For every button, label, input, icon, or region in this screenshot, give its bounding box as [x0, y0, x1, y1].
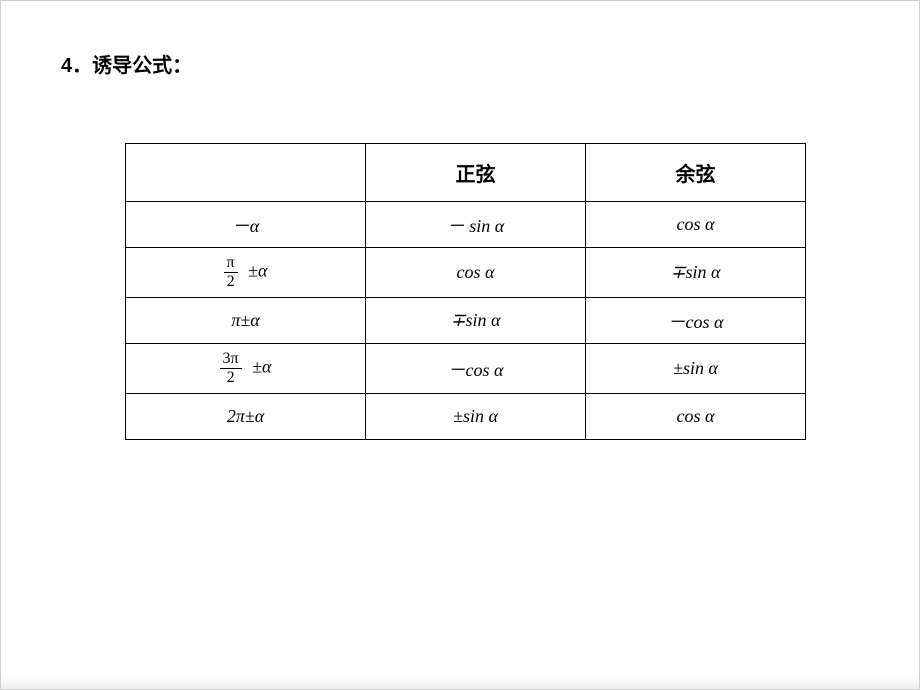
fraction: 3π2 [220, 351, 242, 386]
cell-angle: π2 ±α [126, 248, 366, 298]
cell-cosine: cos α [586, 202, 806, 248]
cosine-value: cos α [677, 214, 715, 234]
header-sine: 正弦 [366, 144, 586, 202]
fraction: π2 [224, 255, 238, 290]
cell-angle: 2π±α [126, 394, 366, 440]
cosine-value: －cos α [668, 312, 724, 332]
cell-angle: π±α [126, 298, 366, 344]
cell-cosine: cos α [586, 394, 806, 440]
cosine-value: cos α [677, 406, 715, 426]
cell-cosine: ±sin α [586, 344, 806, 394]
slide-shadow [1, 677, 919, 689]
cell-sine: ±sin α [366, 394, 586, 440]
angle-suffix: ±α [244, 261, 268, 281]
cell-cosine: ∓sin α [586, 248, 806, 298]
table-row: 3π2 ±α －cos α ±sin α [126, 344, 806, 394]
table-row: π±α ∓sin α －cos α [126, 298, 806, 344]
formula-table-wrap: 正弦 余弦 －α － sin α cos α π2 ±α cos α ∓sin α π±α ∓… [125, 143, 805, 440]
table-body: －α － sin α cos α π2 ±α cos α ∓sin α π±α ∓sin α －… [126, 202, 806, 440]
table-header-row: 正弦 余弦 [126, 144, 806, 202]
cell-angle: 3π2 ±α [126, 344, 366, 394]
cosine-value: ±sin α [673, 358, 718, 378]
header-cosine: 余弦 [586, 144, 806, 202]
sine-value: －cos α [448, 360, 504, 380]
cell-cosine: －cos α [586, 298, 806, 344]
angle-text: π±α [231, 310, 259, 330]
formula-table: 正弦 余弦 －α － sin α cos α π2 ±α cos α ∓sin α π±α ∓… [125, 143, 806, 440]
sine-value: ∓sin α [450, 310, 500, 330]
cell-sine: ∓sin α [366, 298, 586, 344]
cell-sine: － sin α [366, 202, 586, 248]
angle-text: 2π±α [227, 406, 264, 426]
sine-value: － sin α [447, 216, 504, 236]
heading-number: 4． [61, 55, 92, 77]
angle-suffix: ±α [248, 357, 272, 377]
cosine-value: ∓sin α [670, 262, 720, 282]
table-row: π2 ±α cos α ∓sin α [126, 248, 806, 298]
cell-angle: －α [126, 202, 366, 248]
table-row: 2π±α ±sin α cos α [126, 394, 806, 440]
slide: 4．诱导公式： 正弦 余弦 －α － sin α cos α π2 ±α cos α ∓s… [0, 0, 920, 690]
cell-sine: cos α [366, 248, 586, 298]
heading-title: 诱导公式： [92, 55, 192, 77]
sine-value: cos α [457, 262, 495, 282]
table-row: －α － sin α cos α [126, 202, 806, 248]
angle-text: －α [232, 216, 259, 236]
cell-sine: －cos α [366, 344, 586, 394]
sine-value: ±sin α [453, 406, 498, 426]
section-heading: 4．诱导公式： [61, 49, 192, 78]
header-angle [126, 144, 366, 202]
